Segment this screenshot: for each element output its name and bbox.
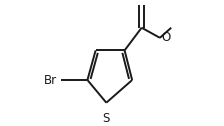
Text: O: O [137,0,146,3]
Text: Br: Br [43,73,57,87]
Text: S: S [103,112,110,124]
Text: O: O [162,31,171,44]
